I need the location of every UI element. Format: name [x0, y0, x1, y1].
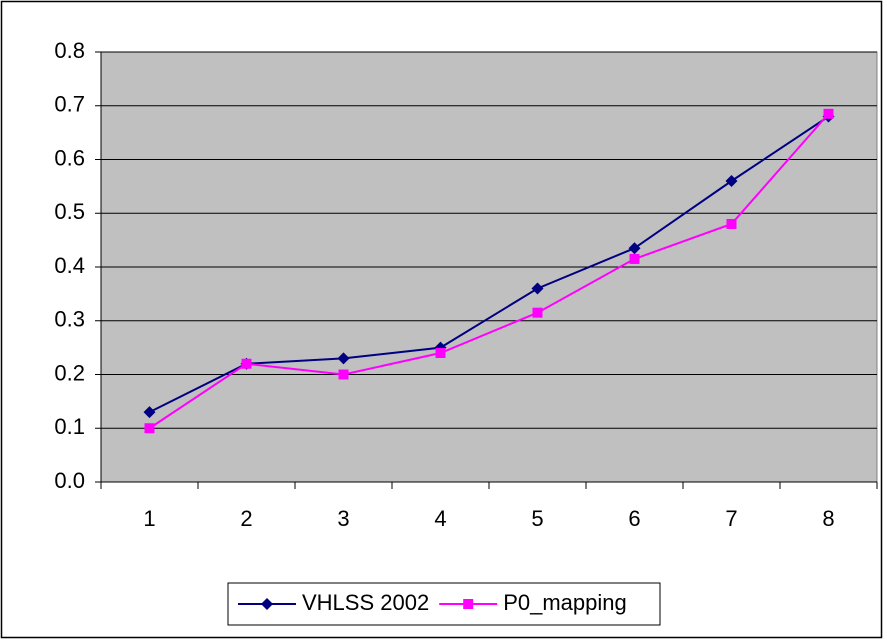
y-tick-label: 0.5 [54, 199, 85, 224]
y-tick-label: 0.0 [54, 468, 85, 493]
y-tick-label: 0.1 [54, 414, 85, 439]
legend-label: P0_mapping [503, 590, 627, 615]
x-tick-label: 5 [531, 506, 543, 531]
legend-label: VHLSS 2002 [302, 590, 429, 615]
x-tick-label: 1 [143, 506, 155, 531]
data-point [532, 307, 543, 318]
data-point [726, 219, 737, 229]
data-point [338, 369, 349, 380]
data-point [629, 253, 640, 264]
x-tick-label: 3 [337, 506, 349, 531]
series-line [149, 115, 830, 414]
y-tick-label: 0.6 [54, 145, 85, 170]
x-tick-label: 8 [822, 506, 834, 531]
legend-marker [261, 598, 273, 610]
data-point [628, 242, 641, 255]
y-tick-label: 0.3 [54, 307, 85, 332]
data-point [143, 406, 156, 419]
y-tick-label: 0.8 [54, 38, 85, 63]
data-point [435, 348, 446, 358]
x-tick-label: 6 [628, 506, 640, 531]
data-point [337, 352, 350, 365]
y-tick-label: 0.4 [54, 253, 85, 278]
series-line [148, 113, 830, 430]
x-tick-label: 7 [725, 506, 737, 531]
data-point [144, 423, 155, 434]
x-tick-label: 4 [434, 506, 446, 531]
legend-marker [463, 599, 474, 609]
data-point [241, 358, 252, 369]
data-point [531, 282, 544, 295]
data-point [823, 108, 834, 119]
data-point [725, 175, 738, 187]
y-tick-label: 0.7 [54, 92, 85, 117]
y-tick-label: 0.2 [54, 360, 85, 385]
legend: VHLSS 2002 P0_mapping [227, 582, 661, 626]
x-tick-label: 2 [240, 506, 252, 531]
